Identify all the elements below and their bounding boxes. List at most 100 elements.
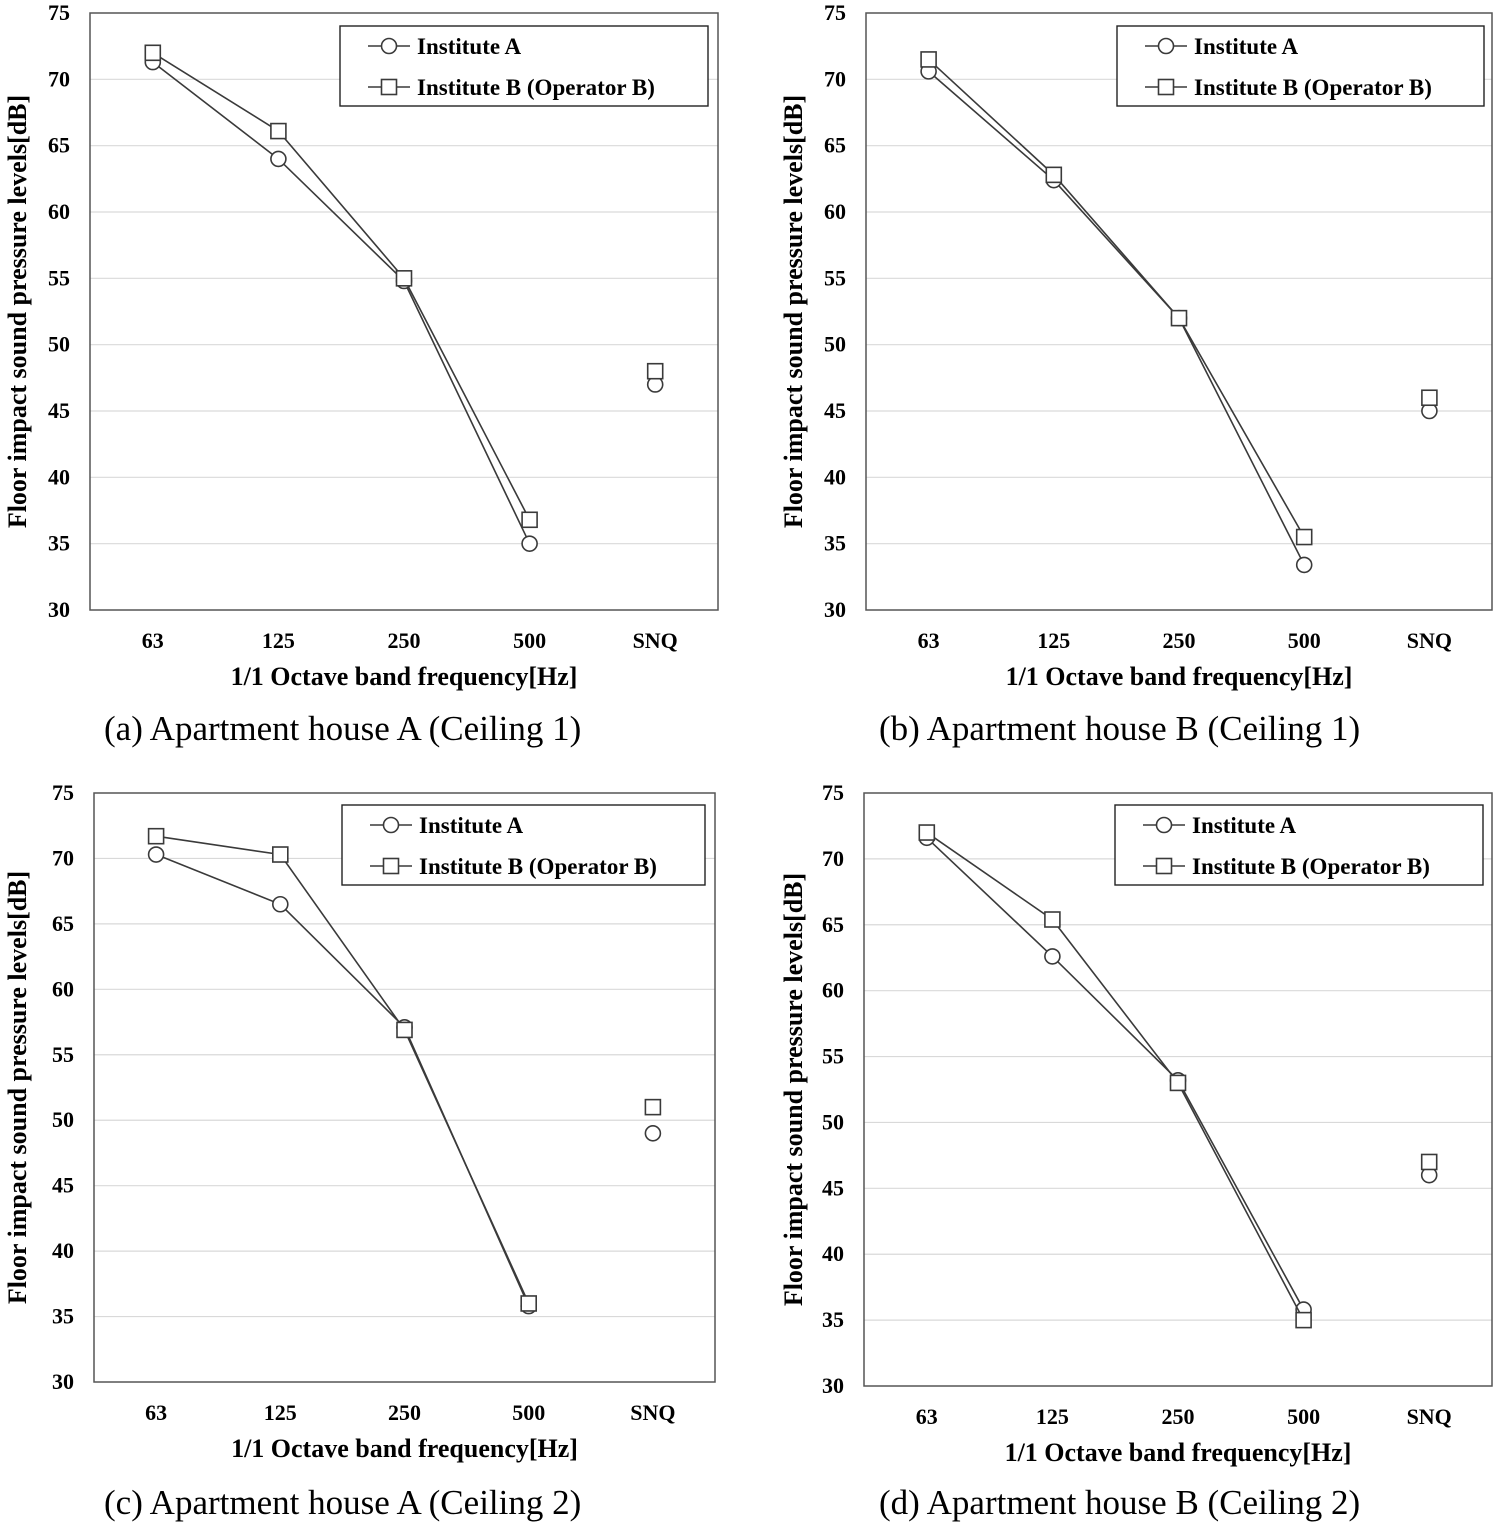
legend-label: Institute A xyxy=(1192,813,1297,838)
x-tick-label: 250 xyxy=(1163,628,1196,653)
plot-area xyxy=(90,13,718,610)
chart-d: 30 35 40 45 50 55 60 65 70 75 63 125 250 500 SNQ 1/1 Oc… xyxy=(779,780,1493,1467)
legend-box xyxy=(339,25,709,107)
x-tick-label: 500 xyxy=(512,1400,545,1425)
legend-label: Institute B (Operator B) xyxy=(1194,75,1432,100)
data-point xyxy=(147,846,165,863)
series-institute-b xyxy=(918,824,1438,1329)
y-tick-label: 45 xyxy=(824,398,846,423)
y-tick-label: 40 xyxy=(52,1238,74,1263)
legend-box xyxy=(1116,25,1485,107)
y-tick-label: 40 xyxy=(824,464,846,489)
data-point xyxy=(1295,556,1313,574)
x-axis-title: 1/1 Octave band frequency[Hz] xyxy=(1005,1438,1352,1467)
x-tick-label: 250 xyxy=(388,628,421,653)
x-tick-label: 125 xyxy=(1037,628,1070,653)
legend-box xyxy=(1114,804,1484,886)
legend-label: Institute A xyxy=(417,34,522,59)
x-tick-label: SNQ xyxy=(1407,1404,1452,1429)
series-line xyxy=(928,70,1305,566)
data-point xyxy=(1170,309,1188,327)
data-point xyxy=(920,51,937,68)
legend: Institute A Institute B (Operator B) xyxy=(1116,25,1485,107)
series-line xyxy=(152,61,531,545)
y-tick-label: 35 xyxy=(48,531,70,556)
y-tick-label: 45 xyxy=(52,1173,74,1198)
data-point xyxy=(521,511,538,529)
data-point xyxy=(270,150,287,168)
legend-square-icon xyxy=(382,857,400,875)
y-tick-label: 60 xyxy=(822,978,844,1003)
x-tick-label: 250 xyxy=(388,1400,421,1425)
caption-a: (a) Apartment house A (Ceiling 1) xyxy=(104,709,582,748)
y-tick-label: 30 xyxy=(48,597,70,622)
legend-box xyxy=(341,804,706,886)
y-axis-title: Floor impact sound pressure levels[dB] xyxy=(3,95,32,528)
y-tick-label: 55 xyxy=(822,1044,844,1069)
x-tick-label: 125 xyxy=(264,1400,297,1425)
legend-label: Institute A xyxy=(419,813,524,838)
legend: Institute A Institute B (Operator B) xyxy=(339,25,709,107)
data-point xyxy=(1295,528,1313,546)
chart-b: 30 35 40 45 50 55 60 65 70 75 63 125 250 500 SNQ 1/1 Oc… xyxy=(779,0,1493,691)
chart-c: 30 35 40 45 50 55 60 65 70 75 63 125 250 500 SNQ 1/1 Oc… xyxy=(3,780,716,1463)
legend-label: Institute B (Operator B) xyxy=(417,75,655,100)
chart-a: 30 35 40 45 50 55 60 65 70 75 63 125 250 500 SNQ 1/1 Oc… xyxy=(3,0,719,691)
legend-label: Institute A xyxy=(1194,34,1299,59)
y-tick-label: 65 xyxy=(48,133,70,158)
legend: Institute A Institute B (Operator B) xyxy=(341,804,706,886)
caption-c: (c) Apartment house A (Ceiling 2) xyxy=(104,1483,582,1522)
data-point xyxy=(1044,911,1061,928)
plot-area xyxy=(94,793,715,1382)
x-tick-label: 500 xyxy=(1288,628,1321,653)
legend-label: Institute B (Operator B) xyxy=(419,854,657,879)
x-tick-label: SNQ xyxy=(633,628,678,653)
y-tick-label: 60 xyxy=(48,199,70,224)
y-tick-label: 60 xyxy=(824,199,846,224)
y-tick-label: 75 xyxy=(822,780,844,805)
plot-border xyxy=(865,12,1493,611)
y-tick-label: 30 xyxy=(822,1373,844,1398)
legend-circle-icon xyxy=(380,37,398,55)
y-tick-label: 75 xyxy=(48,0,70,25)
legend-label: Institute B (Operator B) xyxy=(1192,854,1430,879)
data-point xyxy=(396,1021,413,1039)
series-line xyxy=(155,835,530,1304)
y-tick-label: 50 xyxy=(824,332,846,357)
y-tick-label: 50 xyxy=(52,1107,74,1132)
x-tick-label: 500 xyxy=(513,628,546,653)
data-point xyxy=(147,827,165,845)
data-point xyxy=(1045,166,1063,184)
x-tick-label: SNQ xyxy=(630,1400,675,1425)
legend-square-icon xyxy=(1155,857,1173,875)
y-tick-label: 75 xyxy=(52,780,74,805)
y-tick-label: 70 xyxy=(48,66,70,91)
x-axis-title: 1/1 Octave band frequency[Hz] xyxy=(231,1434,578,1463)
x-tick-label: 250 xyxy=(1162,1404,1195,1429)
data-point xyxy=(1044,948,1061,965)
y-tick-label: 40 xyxy=(822,1241,844,1266)
y-tick-label: 30 xyxy=(824,597,846,622)
x-tick-label: 125 xyxy=(1036,1404,1069,1429)
y-tick-label: 75 xyxy=(824,0,846,25)
plot-border xyxy=(863,792,1493,1387)
x-axis-title: 1/1 Octave band frequency[Hz] xyxy=(231,662,578,691)
x-tick-label: 63 xyxy=(142,628,164,653)
data-point xyxy=(270,122,287,140)
y-tick-label: 35 xyxy=(822,1307,844,1332)
legend-square-icon xyxy=(1157,78,1175,96)
series-line xyxy=(926,831,1305,1321)
x-tick-label: 63 xyxy=(918,628,940,653)
legend-circle-icon xyxy=(1157,37,1175,55)
x-axis-title: 1/1 Octave band frequency[Hz] xyxy=(1006,662,1353,691)
series-institute-b xyxy=(144,44,664,529)
y-tick-label: 35 xyxy=(824,531,846,556)
data-point xyxy=(395,270,413,287)
y-tick-label: 30 xyxy=(52,1369,74,1394)
series-institute-b xyxy=(147,827,662,1312)
data-point xyxy=(1169,1074,1187,1092)
y-tick-label: 55 xyxy=(48,265,70,290)
data-point xyxy=(644,1125,662,1142)
data-point xyxy=(271,895,289,913)
data-point xyxy=(521,535,538,552)
